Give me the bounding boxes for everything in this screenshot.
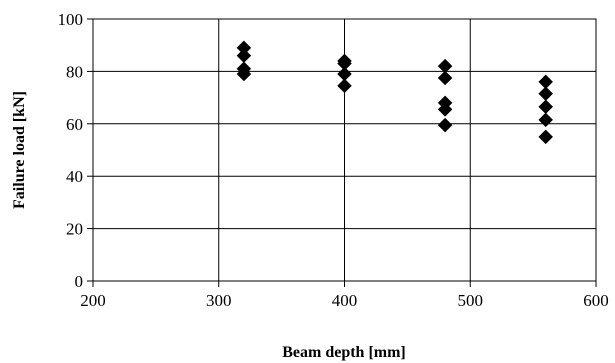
- data-point-diamond: [538, 129, 554, 145]
- axis-ticks: 0 20 40 60 80 100 200 300 400 500 600: [58, 10, 609, 310]
- data-point-diamond: [337, 78, 352, 94]
- x-tick-label: 600: [583, 291, 609, 310]
- data-points: [236, 40, 554, 145]
- data-point-diamond: [538, 112, 554, 128]
- y-tick-label: 100: [58, 10, 84, 29]
- data-point-diamond: [437, 117, 453, 133]
- x-tick-label: 400: [332, 291, 358, 310]
- x-axis-title: Beam depth [mm]: [282, 344, 406, 361]
- x-tick-label: 300: [206, 291, 232, 310]
- data-point-diamond: [437, 102, 453, 117]
- gridlines: [93, 19, 596, 281]
- y-axis-title: Failure load [kN]: [11, 91, 28, 209]
- y-tick-label: 40: [66, 167, 83, 186]
- y-tick-label: 0: [75, 272, 84, 291]
- data-point-diamond: [236, 66, 252, 82]
- y-tick-label: 80: [66, 62, 83, 81]
- y-tick-label: 60: [66, 115, 83, 134]
- data-point-diamond: [437, 70, 453, 86]
- x-tick-label: 200: [80, 291, 106, 310]
- y-tick-label: 20: [66, 220, 83, 239]
- x-tick-label: 500: [458, 291, 484, 310]
